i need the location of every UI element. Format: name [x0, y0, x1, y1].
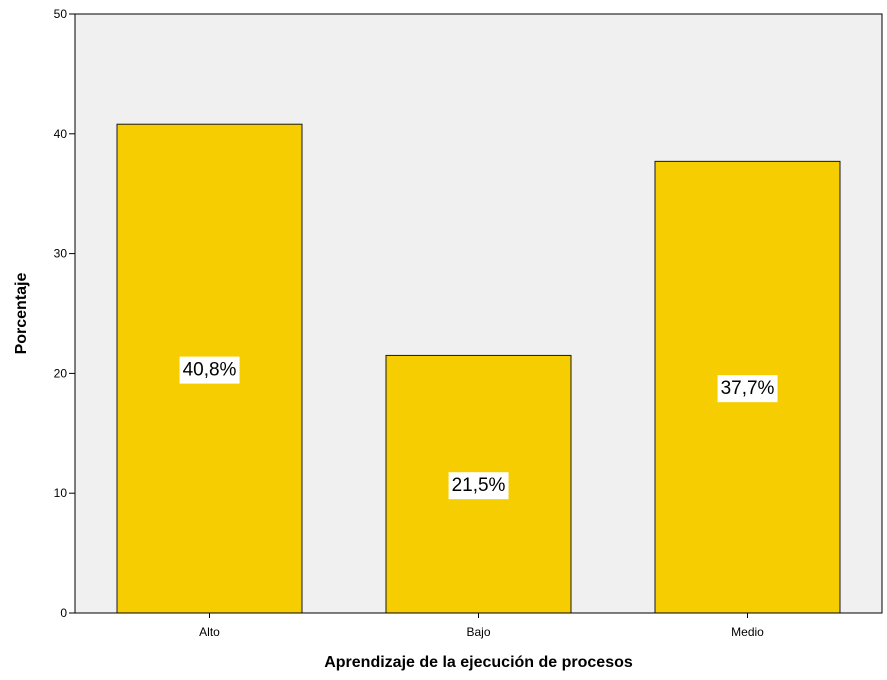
y-tick-label-50: 50: [54, 7, 68, 21]
ticks-layer: Alto Bajo Medio 0 10 20 30 40 50: [54, 7, 765, 639]
data-label-text: 40,8%: [183, 360, 237, 381]
x-tick-label-bajo: Bajo: [466, 625, 490, 639]
y-tick-label-0: 0: [60, 606, 67, 620]
x-tick-label-alto: Alto: [199, 625, 220, 639]
data-label-text: 21,5%: [452, 475, 506, 496]
data-label-box: [179, 356, 240, 384]
data-label-box: [717, 375, 778, 403]
data-labels-layer: 40,8% 21,5% 37,7%: [179, 356, 778, 500]
y-tick-label-40: 40: [54, 127, 68, 141]
data-label-bajo: 21,5%: [448, 472, 509, 500]
y-tick-label-30: 30: [54, 247, 68, 261]
x-tick-label-medio: Medio: [731, 625, 764, 639]
data-label-alto: 40,8%: [179, 356, 240, 384]
data-label-medio: 37,7%: [717, 375, 778, 403]
data-label-text: 37,7%: [721, 378, 775, 399]
y-tick-label-10: 10: [54, 486, 68, 500]
x-axis-title: Aprendizaje de la ejecución de procesos: [324, 654, 633, 671]
data-label-box: [448, 472, 509, 500]
y-axis-title: Porcentaje: [13, 272, 30, 354]
y-tick-label-20: 20: [54, 366, 68, 380]
